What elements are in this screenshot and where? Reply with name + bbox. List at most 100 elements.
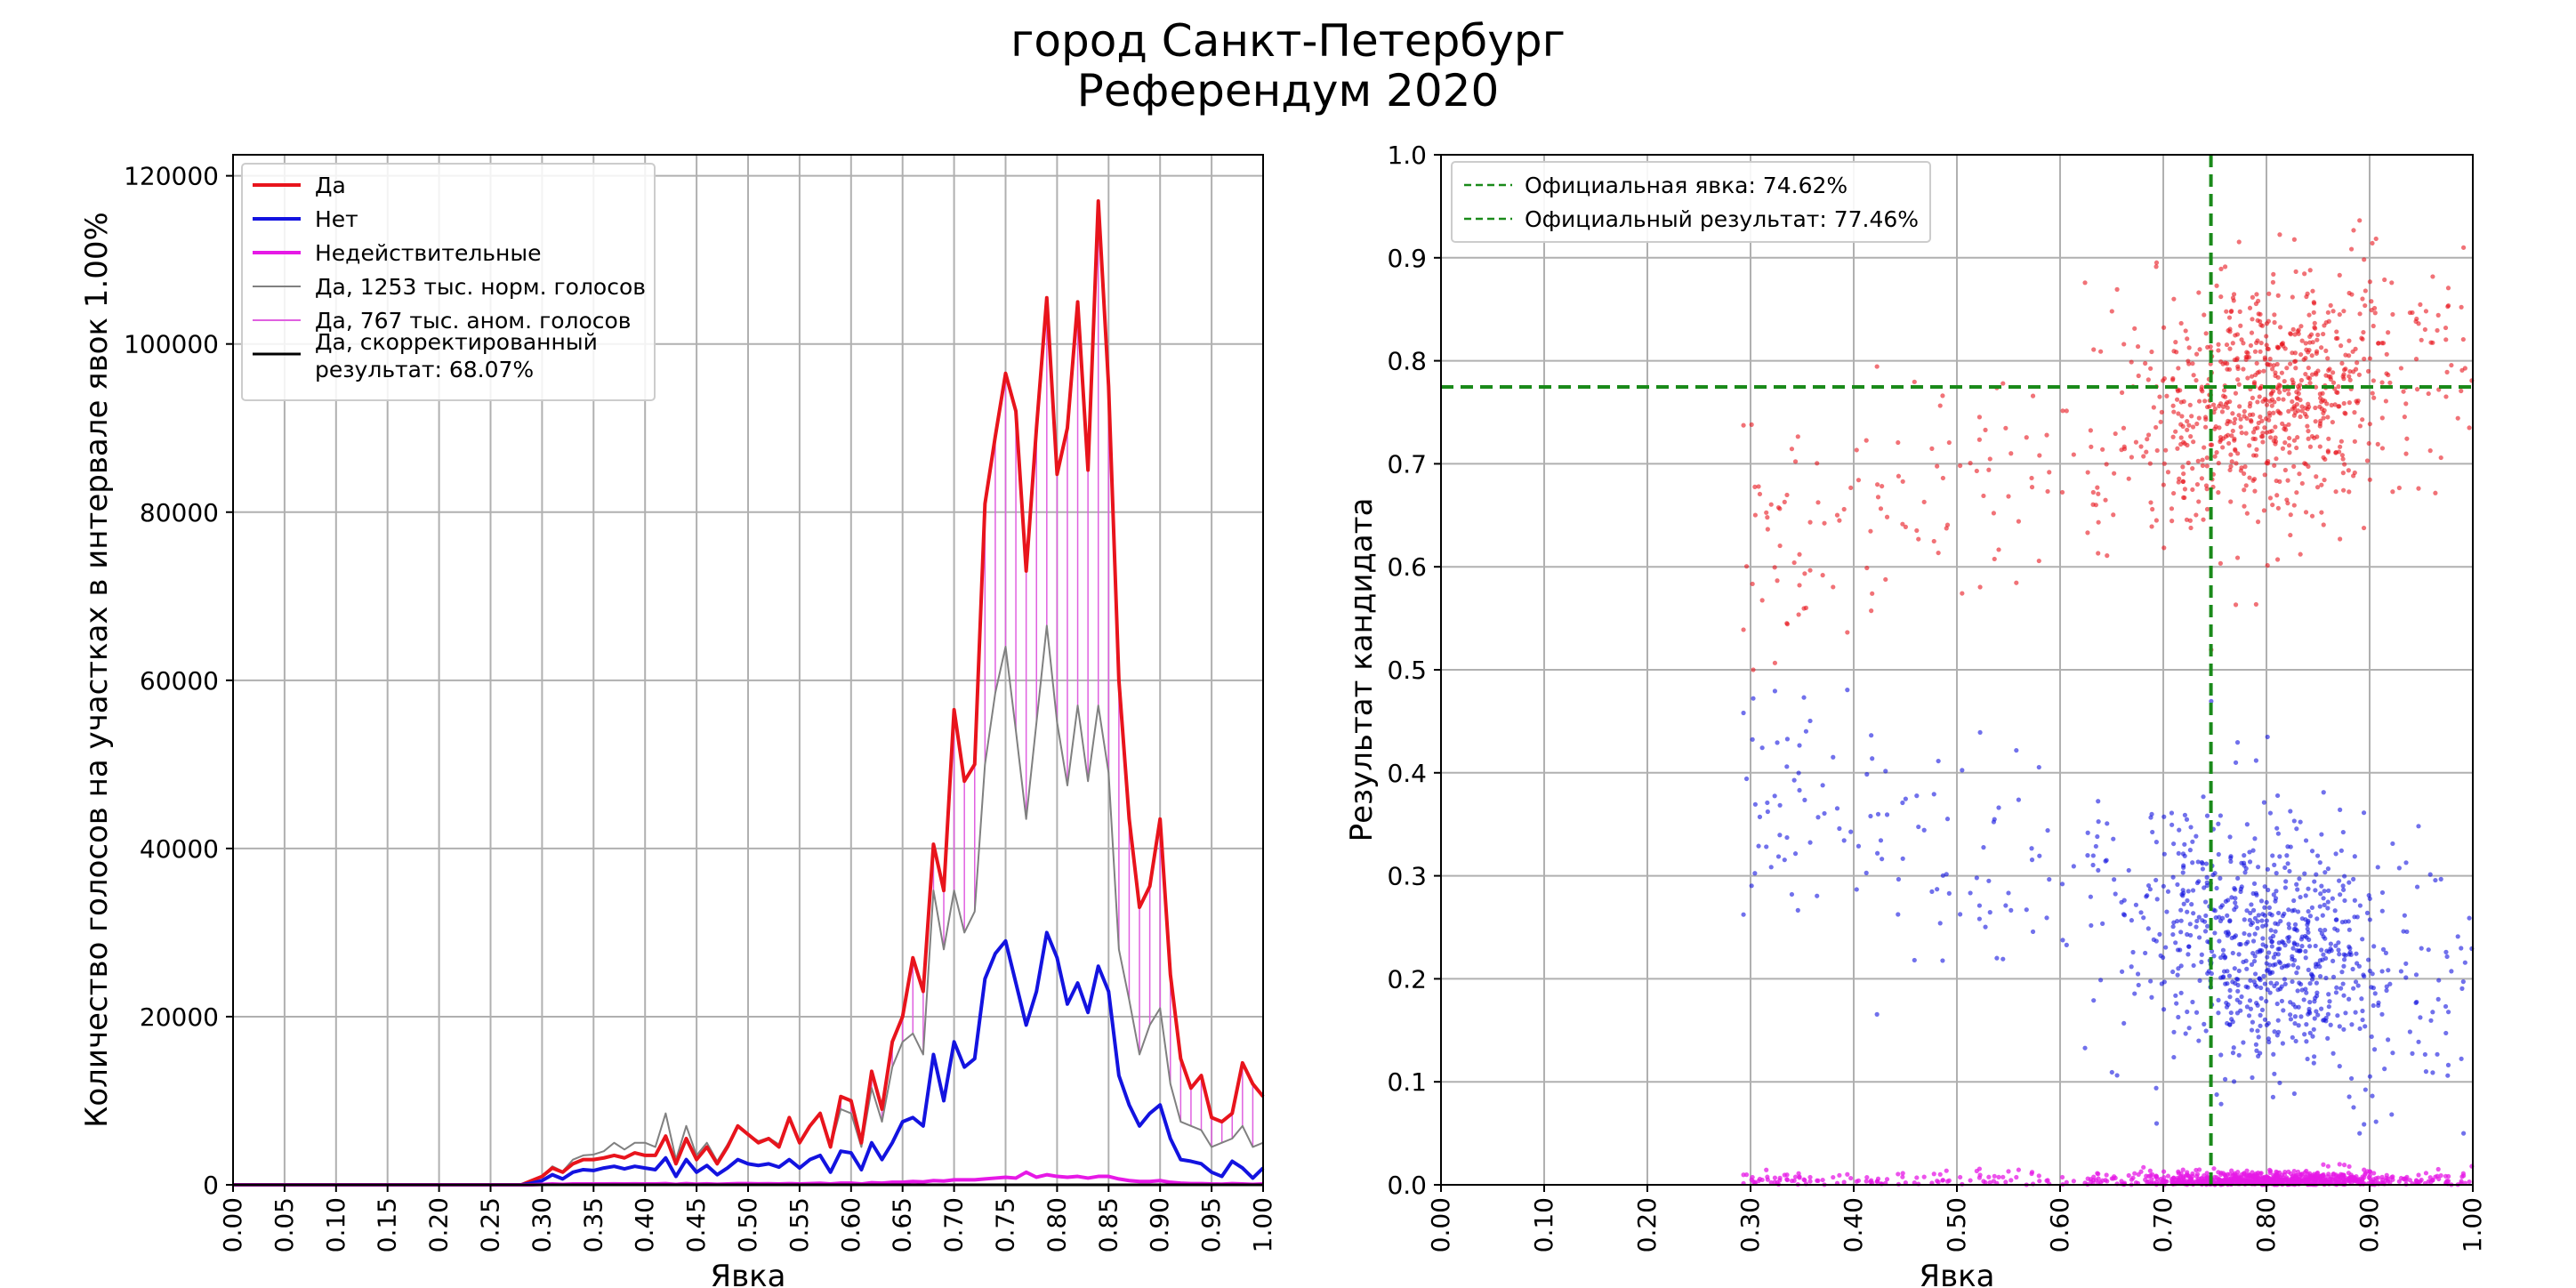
scatter-point-net [2357, 1131, 2363, 1136]
scatter-point-da [2455, 415, 2460, 421]
scatter-point-da [2317, 404, 2322, 409]
scatter-point-da [2252, 372, 2258, 378]
scatter-point-invalid [2416, 1172, 2421, 1178]
scatter-point-da [2229, 459, 2234, 464]
scatter-point-net [2260, 936, 2266, 941]
scatter-point-da [2114, 286, 2120, 292]
scatter-point-da [2383, 398, 2388, 404]
scatter-point-da [2036, 558, 2041, 564]
scatter-point-da [2298, 414, 2303, 420]
scatter-point-net [2225, 981, 2230, 986]
legend-label: Нет [315, 206, 358, 232]
scatter-point-invalid [2161, 1169, 2167, 1174]
scatter-point-invalid [2205, 1174, 2210, 1179]
scatter-point-da [2298, 324, 2304, 329]
scatter-point-da [2273, 435, 2278, 440]
scatter-point-net [2282, 885, 2288, 890]
scatter-point-net [2233, 933, 2239, 938]
scatter-point-invalid [2014, 1174, 2019, 1180]
scatter-point-da [2267, 356, 2273, 362]
scatter-point-net [1870, 756, 1875, 761]
scatter-point-da [2293, 358, 2298, 364]
scatter-point-net [2203, 1028, 2209, 1034]
scatter-point-da [2354, 398, 2359, 404]
scatter-point-da [2247, 443, 2252, 448]
scatter-point-net [2190, 888, 2196, 893]
scatter-point-net [2183, 1031, 2188, 1036]
scatter-point-net [1869, 733, 1874, 738]
scatter-point-da [2362, 356, 2367, 362]
scatter-point-da [1752, 512, 1758, 518]
scatter-point-da [2271, 410, 2276, 415]
scatter-point-net [1958, 912, 1963, 917]
scatter-point-net [2389, 1112, 2395, 1117]
scatter-point-net [2306, 930, 2311, 935]
scatter-point-invalid [2100, 1178, 2105, 1183]
scatter-point-net [2135, 971, 2141, 977]
scatter-point-da [2169, 519, 2175, 524]
scatter-point-da [2317, 444, 2322, 449]
scatter-point-net [2401, 929, 2406, 934]
scatter-point-net [2179, 891, 2185, 898]
scatter-point-net [2443, 1030, 2449, 1036]
scatter-point-da [2403, 451, 2409, 456]
scatter-point-invalid [2178, 1171, 2184, 1176]
scatter-point-invalid [2315, 1177, 2321, 1183]
scatter-point-invalid [2347, 1163, 2352, 1170]
scatter-point-da [2282, 387, 2288, 393]
scatter-point-net [1796, 770, 1801, 776]
scatter-point-da [2257, 369, 2262, 374]
scatter-point-da [2258, 322, 2264, 328]
scatter-point-net [2322, 936, 2328, 941]
scatter-point-net [2224, 1000, 2229, 1006]
scatter-point-net [2360, 1017, 2365, 1023]
scatter-point-net [2138, 910, 2144, 915]
scatter-point-da [2266, 346, 2271, 352]
scatter-point-net [2182, 841, 2187, 847]
scatter-point-invalid [2430, 1178, 2435, 1183]
scatter-point-da [2258, 434, 2265, 439]
scatter-point-net [2311, 1026, 2316, 1032]
scatter-point-net [2295, 988, 2300, 994]
scatter-point-da [2313, 405, 2318, 411]
scatter-point-da [2338, 536, 2343, 542]
scatter-point-da [2286, 391, 2291, 397]
scatter-point-da [2242, 464, 2248, 470]
scatter-point-net [2178, 990, 2184, 995]
scatter-point-da [2233, 447, 2238, 452]
scatter-point-da [2233, 390, 2239, 396]
scatter-point-da [1936, 550, 1941, 556]
scatter-point-da [1751, 667, 1756, 672]
scatter-point-da [2216, 490, 2221, 495]
scatter-point-invalid [1848, 1175, 1854, 1181]
left-xtick-label: 0.60 [836, 1197, 865, 1252]
scatter-point-da [2143, 360, 2148, 366]
scatter-point-net [1820, 783, 1825, 788]
scatter-point-net [2256, 1034, 2261, 1040]
scatter-point-da [2245, 375, 2250, 381]
scatter-point-net [2239, 884, 2244, 890]
scatter-point-da [2282, 378, 2287, 384]
scatter-point-net [2312, 879, 2317, 884]
scatter-point-da [2203, 416, 2209, 423]
scatter-point-net [2303, 948, 2308, 954]
scatter-point-da [2227, 346, 2233, 351]
scatter-point-net [2288, 844, 2293, 849]
scatter-point-net [1946, 890, 1952, 896]
scatter-point-net [2222, 1076, 2228, 1082]
scatter-point-da [1977, 584, 1983, 590]
scatter-point-net [2227, 987, 2233, 994]
scatter-point-invalid [1868, 1179, 1873, 1185]
scatter-point-invalid [2341, 1163, 2347, 1168]
scatter-point-da [2232, 420, 2237, 426]
scatter-point-net [2098, 978, 2104, 983]
scatter-point-net [1974, 875, 1979, 881]
scatter-point-net [2205, 970, 2210, 976]
scatter-point-da [2279, 370, 2284, 375]
scatter-point-net [2130, 949, 2136, 955]
scatter-point-invalid [2239, 1176, 2244, 1181]
scatter-point-da [2236, 239, 2242, 245]
scatter-point-net [1912, 957, 1917, 963]
scatter-point-da [1869, 608, 1874, 614]
scatter-point-net [2384, 984, 2389, 989]
